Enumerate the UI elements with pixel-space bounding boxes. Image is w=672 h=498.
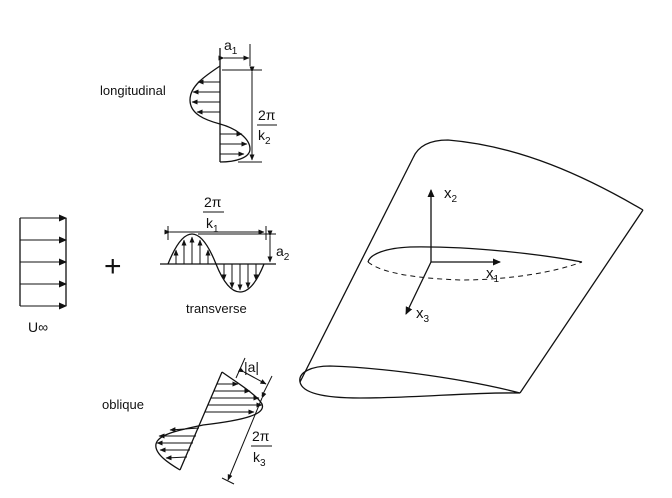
k3-dimension-line (227, 391, 267, 481)
x3-axis-arrow (405, 261, 432, 315)
k1-fraction: 2π k1 (203, 194, 224, 235)
longitudinal-envelope (189, 65, 251, 163)
wing (299, 139, 644, 399)
oblique-label: oblique (102, 397, 144, 412)
wing-root-airfoil (299, 365, 521, 399)
wing-section-lower (367, 261, 583, 281)
oblique-arrow (165, 455, 188, 461)
freestream-label: U∞ (28, 319, 48, 335)
abs-a-dimension-line (237, 367, 267, 385)
x2-label: x2 (444, 185, 458, 205)
abs-a-label: |a| (244, 359, 259, 375)
k2-denominator: k2 (258, 127, 271, 147)
abs-a-extension-2 (261, 375, 273, 397)
oblique-wave (155, 357, 273, 485)
wing-leading-edge (299, 157, 414, 383)
oblique-baseline (179, 371, 223, 471)
wing-section-upper (367, 246, 583, 263)
wing-trailing-edge (519, 209, 644, 394)
k3-numerator: 2π (252, 428, 270, 444)
k1-numerator: 2π (204, 194, 222, 210)
a1-label: a1 (224, 37, 238, 57)
plus-sign: + (104, 250, 122, 283)
k2-fraction: 2π k2 (257, 107, 277, 147)
k2-numerator: 2π (258, 107, 276, 123)
wing-top-edge (412, 139, 644, 211)
coordinate-axes (405, 189, 501, 315)
freestream-profile (19, 214, 67, 310)
k3-tick (221, 477, 235, 485)
x3-label: x3 (416, 305, 430, 325)
k3-denominator: k3 (253, 449, 266, 469)
transverse-wave (160, 226, 276, 293)
oblique-arrow (169, 427, 200, 433)
a2-label: a2 (276, 243, 290, 263)
longitudinal-wave (189, 44, 262, 163)
transverse-envelope (167, 233, 265, 293)
oblique-envelope (155, 371, 264, 471)
transverse-label: transverse (186, 301, 247, 316)
longitudinal-label: longitudinal (100, 83, 166, 98)
x1-label: x1 (486, 265, 500, 285)
k3-fraction: 2π k3 (251, 428, 272, 469)
